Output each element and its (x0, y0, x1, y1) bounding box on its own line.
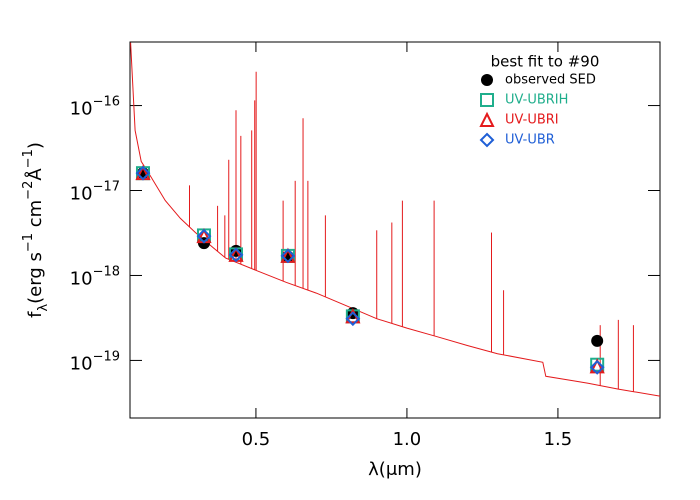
x-tick-label: 0.5 (242, 429, 271, 450)
y-axis-label-part: cm (25, 200, 46, 233)
marker-diamond (589, 359, 605, 375)
y-axis-label-part: −2 (21, 181, 36, 200)
legend-marker (479, 111, 495, 127)
marker-diamond (345, 311, 361, 327)
marker-circle (591, 334, 604, 347)
y-axis-label-part: −1 (21, 149, 36, 168)
y-tick-label: 10−18 (70, 264, 120, 289)
y-tick-base: 10 (70, 268, 93, 289)
y-tick-exponent: −17 (93, 180, 120, 195)
x-tick-label: 1.0 (393, 429, 422, 450)
plot-frame (129, 41, 661, 419)
y-tick-label: 10−19 (70, 349, 120, 374)
plot-area (130, 42, 660, 397)
legend-marker (480, 93, 494, 107)
y-tick-label: 10−16 (70, 95, 120, 120)
legend-marker (481, 74, 493, 86)
y-axis-label-part: Å (24, 168, 46, 181)
y-tick-base: 10 (70, 353, 93, 374)
y-tick-base: 10 (70, 99, 93, 120)
y-axis-label-part: ) (25, 142, 46, 149)
marker-diamond (135, 165, 151, 181)
y-axis-label-part: (erg s (25, 252, 46, 304)
legend-label: UV-UBRIH (505, 93, 568, 108)
legend-marker (479, 132, 495, 148)
y-tick-base: 10 (70, 184, 93, 205)
legend-label: UV-UBRI (505, 113, 559, 128)
marker-diamond (228, 247, 244, 263)
legend-title: best fit to #90 (491, 53, 600, 71)
y-axis-label: fλ(erg s−1 cm−2Å−1) (21, 142, 51, 318)
marker-diamond (280, 248, 296, 264)
legend-label: observed SED (505, 73, 596, 88)
x-axis-label: λ(μm) (368, 459, 422, 480)
marker-diamond (196, 228, 212, 244)
y-tick-label: 10−17 (70, 180, 120, 205)
y-tick-exponent: −16 (93, 95, 120, 110)
x-tick-label: 1.5 (544, 429, 573, 450)
legend-label: UV-UBR (505, 133, 555, 148)
y-axis-label-part: λ (36, 304, 51, 312)
y-tick-exponent: −18 (93, 264, 120, 279)
model-spectrum (130, 42, 660, 397)
y-axis-label-part: −1 (21, 233, 36, 252)
y-axis-label-part: f (25, 311, 46, 318)
y-tick-exponent: −19 (93, 349, 120, 364)
